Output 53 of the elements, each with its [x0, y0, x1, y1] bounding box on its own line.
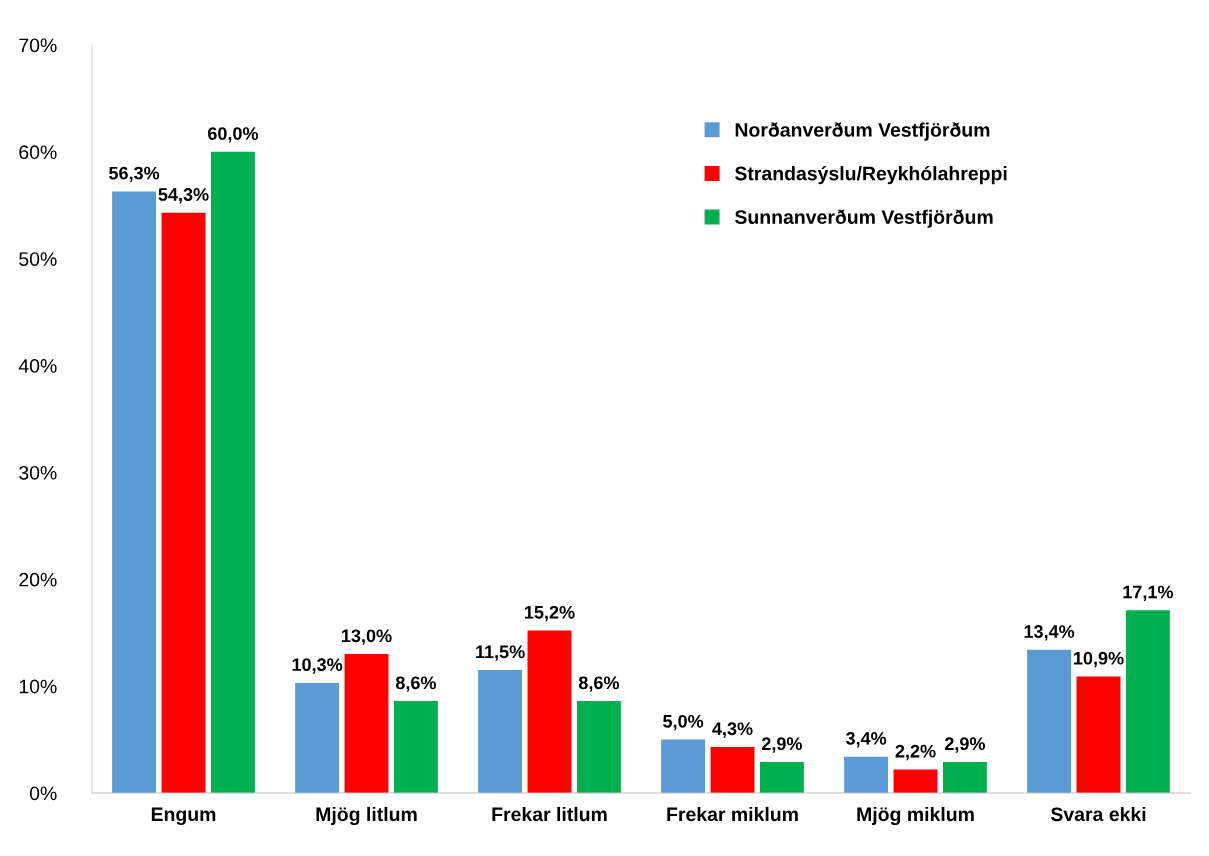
bar [893, 769, 938, 793]
x-tick-label: Engum [151, 807, 216, 826]
legend-label: Norðanverðum Vestfjörðum [735, 122, 990, 141]
bar [576, 701, 621, 793]
data-label: 4,3% [712, 722, 753, 738]
x-tick-label: Mjög litlum [316, 806, 417, 826]
y-tick-label: 50% [19, 252, 57, 266]
y-tick-label: 30% [19, 465, 57, 480]
data-label: 5,0% [663, 714, 704, 731]
data-label: 56,3% [109, 166, 160, 183]
bar [1125, 610, 1170, 793]
y-tick-label: 10% [19, 679, 57, 694]
data-label: 2,9% [944, 737, 986, 753]
data-label: 17,1% [1123, 585, 1174, 601]
y-tick-label: 60% [19, 145, 57, 160]
data-label: 3,4% [845, 731, 887, 748]
bar [942, 762, 987, 793]
x-tick-label: Mjög miklum [857, 806, 974, 826]
data-label: 60,0% [207, 127, 259, 143]
bar [161, 212, 206, 793]
x-tick-label: Frekar miklum [667, 806, 798, 822]
data-label: 8,6% [395, 676, 437, 692]
bar [759, 762, 804, 793]
data-label: 15,2% [525, 605, 575, 622]
data-label: 11,5% [476, 645, 525, 661]
data-label: 54,3% [158, 188, 209, 204]
x-tick-label: Frekar litlum [492, 806, 607, 822]
bar [527, 630, 572, 793]
bar [210, 151, 255, 793]
data-label: 2,9% [761, 737, 803, 753]
y-tick-label: 0% [29, 786, 57, 801]
data-label: 2,2% [895, 744, 936, 761]
bar [393, 701, 438, 793]
data-label: 10,9% [1074, 651, 1124, 668]
x-tick-label: Svara ekki [1050, 806, 1146, 822]
legend-label: Strandasýslu/Reykhólahreppi [734, 165, 1007, 185]
y-tick-label: 40% [18, 359, 57, 373]
y-tick-label: 20% [19, 572, 57, 587]
data-label: 8,6% [578, 676, 620, 692]
bar [1076, 676, 1121, 793]
bar [295, 682, 340, 793]
bar [112, 191, 157, 793]
bar [844, 756, 889, 793]
bar [661, 739, 706, 793]
data-label: 13,4% [1024, 625, 1075, 641]
data-label: 10,3% [292, 658, 343, 674]
bar [1027, 649, 1072, 793]
bar [478, 670, 523, 793]
bar [344, 654, 389, 793]
y-tick-label: 70% [19, 38, 57, 53]
bar [710, 747, 755, 793]
data-label: 13,0% [342, 629, 392, 645]
legend-label: Sunnanverðum Vestfjörðum [734, 209, 993, 228]
